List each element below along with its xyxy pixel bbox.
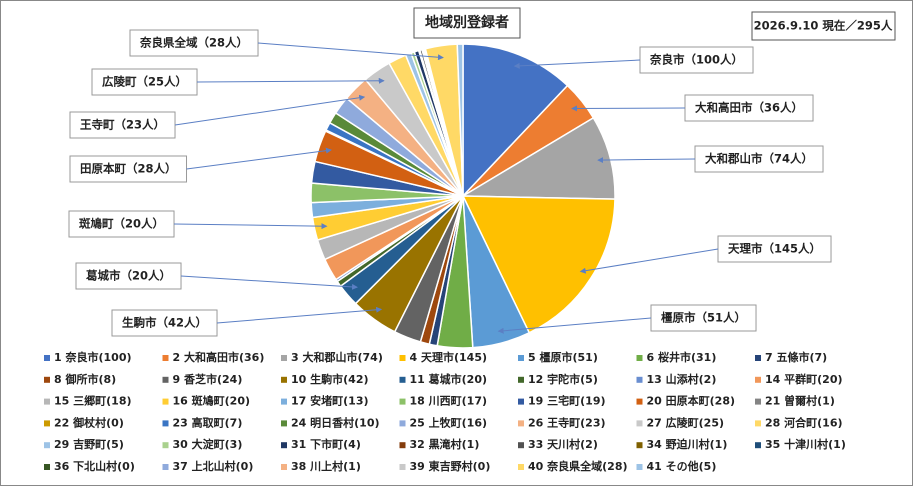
legend-label: 15 三郷町(18) (54, 394, 132, 408)
legend-label: 4 天理市(145) (410, 350, 488, 364)
legend-swatch (755, 399, 761, 405)
legend-label: 6 桜井市(31) (647, 350, 717, 364)
legend-label: 21 曽爾村(1) (765, 394, 835, 408)
callout-label: 橿原市（51人） (661, 311, 746, 325)
legend-label: 25 上牧町(16) (410, 415, 488, 429)
legend-swatch (400, 420, 406, 426)
legend-swatch (637, 464, 643, 470)
legend-swatch (518, 442, 524, 448)
callout-label: 生駒市（42人） (122, 316, 207, 330)
legend-swatch (163, 355, 169, 361)
legend-swatch (755, 355, 761, 361)
legend-label: 24 明日香村(10) (291, 415, 380, 429)
legend-label: 27 広陵町(25) (647, 415, 725, 429)
legend-swatch (44, 377, 50, 383)
legend-label: 16 斑鳩町(20) (173, 394, 251, 408)
legend-swatch (44, 464, 50, 470)
legend-swatch (400, 377, 406, 383)
legend-label: 32 黒滝村(1) (410, 437, 480, 451)
legend-swatch (518, 399, 524, 405)
callout-label: 田原本町（28人） (80, 162, 177, 176)
legend-swatch (518, 464, 524, 470)
legend-label: 8 御所市(8) (54, 372, 116, 386)
legend-swatch (755, 377, 761, 383)
subtitle: 2026.9.10 現在／295人 (754, 19, 893, 33)
legend-swatch (518, 420, 524, 426)
legend-swatch (637, 355, 643, 361)
legend-label: 1 奈良市(100) (54, 350, 132, 364)
legend-label: 22 御杖村(0) (54, 415, 124, 429)
legend-swatch (281, 399, 287, 405)
legend-label: 11 葛城市(20) (410, 372, 488, 386)
legend-label: 10 生駒市(42) (291, 372, 369, 386)
legend-swatch (400, 442, 406, 448)
legend-label: 28 河合町(16) (765, 415, 843, 429)
callout-label: 葛城市（20人） (85, 269, 171, 283)
legend-swatch (637, 399, 643, 405)
legend-label: 33 天川村(2) (528, 437, 598, 451)
legend-label: 9 香芝市(24) (173, 372, 243, 386)
callout-label: 天理市（145人） (728, 242, 821, 256)
callout-label: 広陵町（25人） (102, 75, 187, 89)
legend-swatch (281, 442, 287, 448)
legend-label: 13 山添村(2) (647, 372, 717, 386)
legend-label: 39 東吉野村(0) (410, 459, 491, 473)
legend-label: 36 下北山村(0) (54, 459, 135, 473)
legend-swatch (281, 464, 287, 470)
legend-swatch (163, 399, 169, 405)
legend-label: 40 奈良県全域(28) (528, 459, 628, 473)
legend-label: 41 その他(5) (647, 459, 717, 473)
legend-swatch (637, 442, 643, 448)
legend-label: 37 上北山村(0) (173, 459, 254, 473)
legend-swatch (44, 420, 50, 426)
callout-label: 王寺町（23人） (80, 118, 165, 132)
callout-label: 大和高田市（36人） (695, 101, 803, 115)
legend-label: 3 大和郡山市(74) (291, 350, 383, 364)
legend-label: 30 大淀町(3) (173, 437, 243, 451)
legend-swatch (44, 442, 50, 448)
legend-swatch (400, 355, 406, 361)
legend-swatch (518, 355, 524, 361)
legend-swatch (281, 420, 287, 426)
legend-label: 5 橿原市(51) (528, 350, 598, 364)
legend-swatch (163, 377, 169, 383)
legend-label: 19 三宅町(19) (528, 394, 606, 408)
callout-label: 斑鳩町（20人） (79, 217, 164, 231)
legend-swatch (163, 420, 169, 426)
legend-swatch (755, 442, 761, 448)
chart-title: 地域別登録者 (425, 14, 509, 31)
legend-swatch (518, 377, 524, 383)
legend-swatch (755, 420, 761, 426)
callout-label: 奈良県全域（28人） (139, 36, 248, 50)
legend-swatch (44, 399, 50, 405)
legend-swatch (281, 355, 287, 361)
legend-label: 18 川西町(17) (410, 395, 488, 408)
legend-label: 31 下市町(4) (291, 437, 361, 451)
callout-label: 奈良市（100人） (649, 53, 743, 67)
legend-swatch (44, 355, 50, 361)
legend-label: 14 平群町(20) (765, 372, 843, 386)
legend-label: 35 十津川村(1) (765, 437, 846, 451)
legend-label: 38 川上村(1) (291, 459, 361, 473)
legend-label: 23 高取町(7) (173, 415, 243, 429)
legend-swatch (400, 399, 406, 405)
legend-label: 26 王寺町(23) (528, 415, 606, 429)
legend-label: 12 宇陀市(5) (528, 372, 598, 386)
legend-label: 29 吉野町(5) (54, 437, 124, 451)
legend-label: 17 安堵町(13) (291, 394, 369, 408)
legend-swatch (281, 377, 287, 383)
legend-swatch (163, 442, 169, 448)
legend-label: 7 五條市(7) (765, 350, 827, 364)
callout-label: 大和郡山市（74人） (705, 152, 813, 166)
legend-label: 2 大和高田市(36) (173, 350, 265, 364)
legend-label: 34 野迫川村(1) (647, 437, 728, 451)
legend-swatch (637, 377, 643, 383)
legend-label: 20 田原本町(28) (647, 394, 736, 408)
legend-swatch (637, 420, 643, 426)
legend-swatch (400, 464, 406, 470)
legend-swatch (163, 464, 169, 470)
